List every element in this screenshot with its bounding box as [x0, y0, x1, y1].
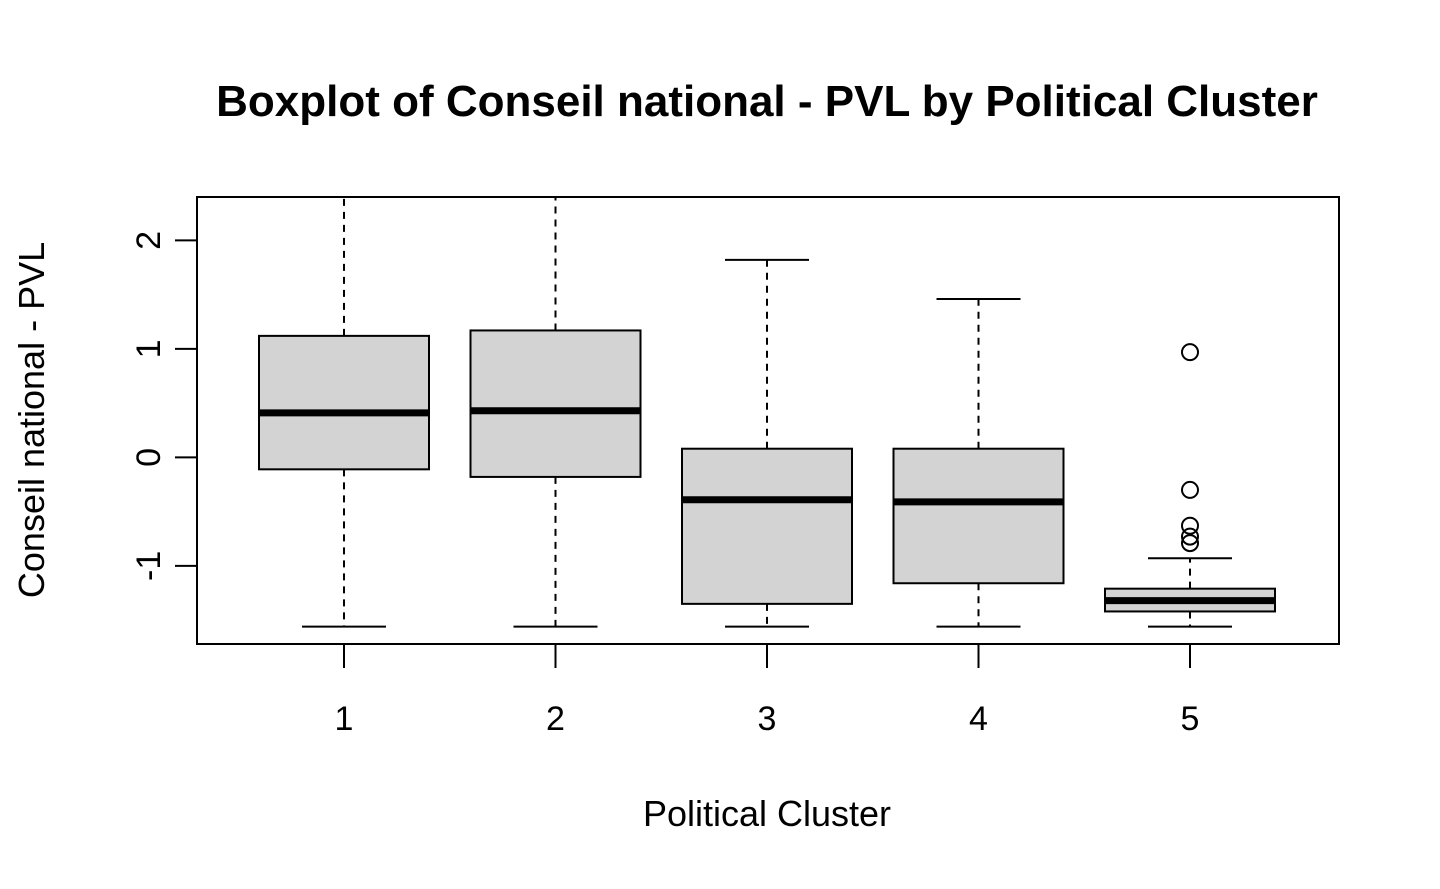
outlier-5-4 [1181, 534, 1199, 553]
outlier-5-1 [1181, 480, 1199, 499]
y-axis-label: Conseil national - PVL [11, 242, 52, 598]
x-tick-label-3: 4 [969, 700, 988, 738]
y-tick-label-0: -1 [130, 551, 168, 581]
y-tick-label-3: 2 [130, 231, 168, 250]
chart-title: Boxplot of Conseil national - PVL by Pol… [216, 77, 1318, 126]
outlier-5-0 [1181, 343, 1199, 362]
outlier-5-3 [1181, 527, 1199, 546]
x-tick-label-2: 3 [758, 700, 777, 738]
box-3 [681, 447, 853, 605]
outlier-5-2 [1181, 516, 1199, 535]
x-tick-label-4: 5 [1181, 700, 1200, 738]
box-2 [469, 329, 642, 478]
y-tick-label-1: 0 [130, 448, 168, 467]
x-tick-label-1: 2 [546, 700, 565, 738]
x-tick-label-0: 1 [335, 700, 354, 738]
plot-frame [196, 196, 1340, 645]
x-axis-label: Political Cluster [643, 793, 891, 834]
box-1 [258, 334, 430, 471]
plot-area: -1 0 1 2 1 2 3 4 5 [130, 197, 1276, 738]
box-4 [892, 447, 1065, 585]
y-tick-label-2: 1 [130, 339, 168, 358]
